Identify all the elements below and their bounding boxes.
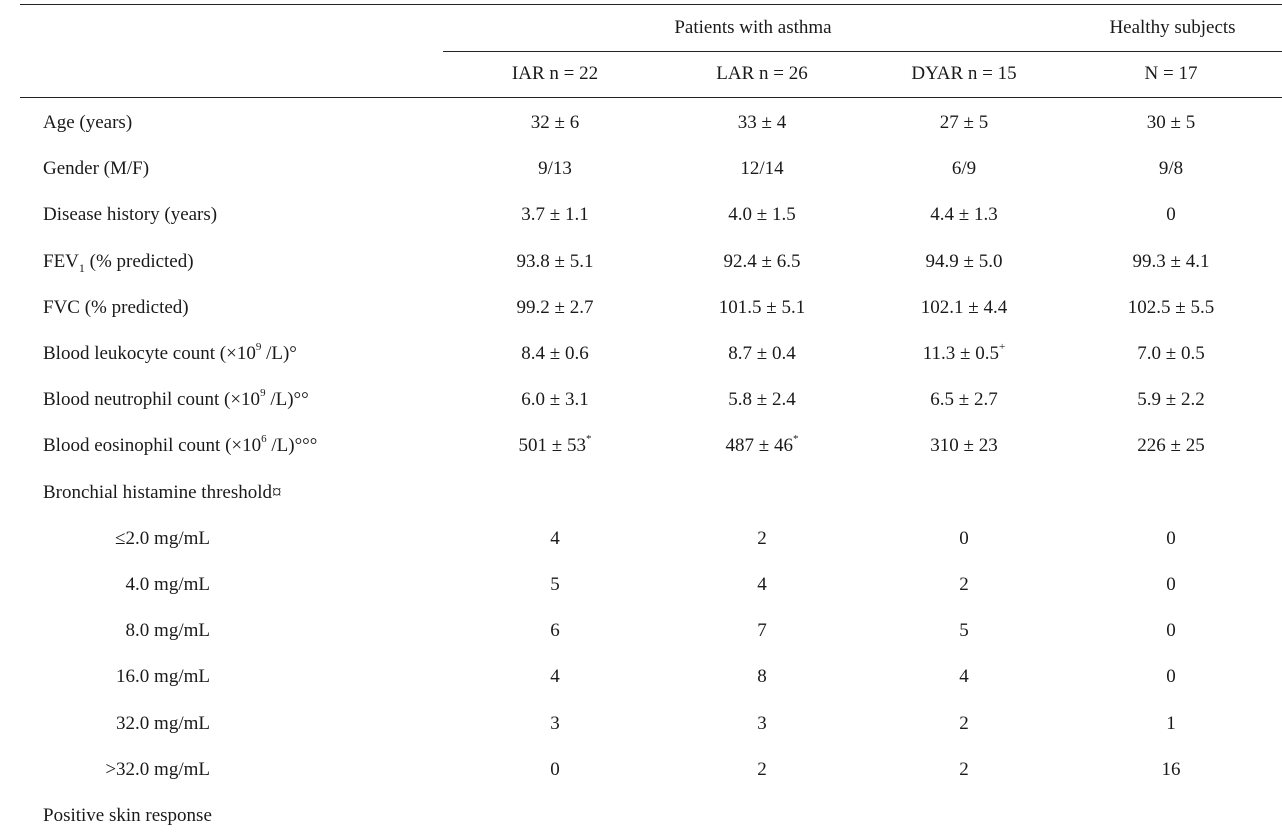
column-header: IAR n = 22: [511, 63, 599, 84]
row-label: FEV1 (% predicted): [43, 251, 194, 275]
table-cell: 7.0 ± 0.5: [1137, 343, 1205, 364]
row-label: 32.0 mg/mL: [116, 713, 210, 734]
row-label: Blood eosinophil count (×106 /L)°°°: [43, 432, 318, 456]
table-cell: 2: [959, 713, 969, 734]
row-label: Age (years): [43, 112, 133, 133]
table-cell: 3: [757, 713, 767, 734]
table-cell: 4: [757, 574, 767, 595]
group-underline: [443, 51, 1282, 52]
table-cell: 5: [550, 574, 560, 595]
table-cell: 0: [1166, 528, 1176, 549]
table-cell: 12/14: [740, 158, 784, 179]
column-header: N = 17: [1144, 63, 1198, 84]
row-label: Bronchial histamine threshold¤: [43, 482, 282, 503]
table-cell: 501 ± 53*: [518, 432, 592, 456]
table-cell: 8: [757, 666, 767, 687]
group-header-asthma: Patients with asthma: [674, 17, 832, 38]
table-cell: 4.4 ± 1.3: [930, 204, 998, 225]
row-label: Blood leukocyte count (×109 /L)°: [43, 340, 297, 364]
table-cell: 9/13: [538, 158, 572, 179]
table-cell: 1: [1166, 713, 1176, 734]
table-cell: 0: [1166, 574, 1176, 595]
table-cell: 32 ± 6: [530, 112, 580, 133]
table-cell: 9/8: [1158, 158, 1184, 179]
table-cell: 92.4 ± 6.5: [723, 251, 801, 272]
table-cell: 102.1 ± 4.4: [920, 297, 1008, 318]
table-cell: 11.3 ± 0.5+: [922, 340, 1006, 364]
top-rule: [20, 4, 1282, 5]
table-cell: 4: [550, 528, 560, 549]
significance-mark: *: [792, 432, 799, 445]
table-cell: 5.9 ± 2.2: [1137, 389, 1205, 410]
table-cell: 101.5 ± 5.1: [718, 297, 806, 318]
table-cell: 93.8 ± 5.1: [516, 251, 594, 272]
table-cell: 0: [959, 528, 969, 549]
table-cell: 8.7 ± 0.4: [728, 343, 796, 364]
table-cell: 0: [1166, 204, 1176, 225]
table-cell: 2: [959, 759, 969, 780]
table-cell: 94.9 ± 5.0: [925, 251, 1003, 272]
significance-mark: +: [999, 340, 1006, 353]
table-cell: 6: [550, 620, 560, 641]
table-cell: 102.5 ± 5.5: [1127, 297, 1215, 318]
table-cell: 0: [550, 759, 560, 780]
table-cell: 0: [1166, 666, 1176, 687]
table-cell: 2: [757, 759, 767, 780]
table-cell: 6/9: [951, 158, 977, 179]
table-cell: 99.3 ± 4.1: [1132, 251, 1210, 272]
table-cell: 226 ± 25: [1137, 435, 1205, 456]
table-cell: 4: [550, 666, 560, 687]
table-cell: 310 ± 23: [930, 435, 998, 456]
row-label: >32.0 mg/mL: [105, 759, 210, 780]
table-cell: 8.4 ± 0.6: [521, 343, 589, 364]
header-bottom-rule: [20, 97, 1282, 98]
table-cell: 7: [757, 620, 767, 641]
row-label: Gender (M/F): [43, 158, 150, 179]
table-cell: 33 ± 4: [737, 112, 787, 133]
table-cell: 3.7 ± 1.1: [521, 204, 589, 225]
table-cell: 30 ± 5: [1146, 112, 1196, 133]
table-cell: 6.5 ± 2.7: [930, 389, 998, 410]
table-cell: 2: [757, 528, 767, 549]
row-label: 8.0 mg/mL: [125, 620, 210, 641]
row-label: 16.0 mg/mL: [116, 666, 210, 687]
row-label: Blood neutrophil count (×109 /L)°°: [43, 386, 309, 410]
table-cell: 6.0 ± 3.1: [521, 389, 589, 410]
column-header: DYAR n = 15: [911, 63, 1017, 84]
table-cell: 4: [959, 666, 969, 687]
row-label: Positive skin response: [43, 805, 212, 826]
row-label: 4.0 mg/mL: [125, 574, 210, 595]
table-cell: 16: [1161, 759, 1181, 780]
table-cell: 5.8 ± 2.4: [728, 389, 796, 410]
column-header: LAR n = 26: [716, 63, 808, 84]
table-cell: 27 ± 5: [939, 112, 989, 133]
table-cell: 3: [550, 713, 560, 734]
table-cell: 5: [959, 620, 969, 641]
table-cell: 2: [959, 574, 969, 595]
row-label: ≤2.0 mg/mL: [115, 528, 210, 549]
table-cell: 4.0 ± 1.5: [728, 204, 796, 225]
table-cell: 487 ± 46*: [725, 432, 799, 456]
row-label: Disease history (years): [43, 204, 218, 225]
significance-mark: *: [585, 432, 592, 445]
table-cell: 99.2 ± 2.7: [516, 297, 594, 318]
group-header-healthy: Healthy subjects: [1109, 17, 1236, 38]
table-cell: 0: [1166, 620, 1176, 641]
row-label: FVC (% predicted): [43, 297, 189, 318]
